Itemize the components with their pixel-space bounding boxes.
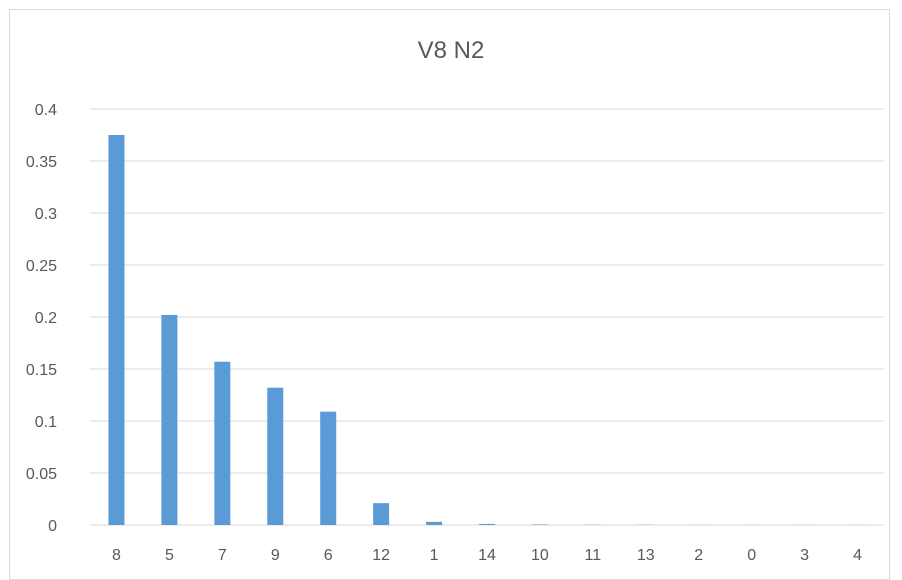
bar-1 [426, 521, 443, 525]
y-tick-label: 0.3 [35, 206, 57, 223]
y-tick-label: 0.2 [35, 310, 57, 327]
x-tick-label: 13 [637, 547, 655, 564]
x-tick-label: 0 [747, 547, 756, 564]
bar-10 [531, 524, 548, 525]
x-tick-label: 10 [531, 547, 549, 564]
x-tick-label: 7 [218, 547, 227, 564]
bar-6 [320, 411, 337, 525]
y-tick-label: 0.1 [35, 414, 57, 431]
y-tick-label: 0.15 [26, 362, 57, 379]
y-tick-label: 0.05 [26, 466, 57, 483]
x-tick-label: 12 [372, 547, 390, 564]
gridlines [90, 108, 884, 526]
y-tick-label: 0 [48, 518, 57, 535]
x-axis-tick-labels: 8 5 7 9 6 12 1 14 10 11 13 2 0 3 4 [112, 547, 862, 564]
bar-14 [479, 523, 495, 525]
x-tick-label: 6 [324, 547, 333, 564]
x-tick-label: 1 [430, 547, 439, 564]
x-tick-label: 2 [694, 547, 703, 564]
x-tick-label: 11 [585, 547, 602, 564]
x-tick-label: 14 [478, 547, 496, 564]
x-tick-label: 3 [800, 547, 809, 564]
y-tick-label: 0.4 [35, 102, 57, 119]
bar-8 [108, 135, 125, 525]
y-axis-tick-labels: 0 0.05 0.1 0.15 0.2 0.25 0.3 0.35 0.4 [26, 102, 57, 535]
chart-area [9, 9, 890, 580]
x-tick-label: 5 [165, 547, 174, 564]
chart-title: V8 N2 [417, 37, 485, 64]
x-tick-label: 4 [853, 547, 862, 564]
y-tick-label: 0.25 [26, 258, 57, 275]
bars [108, 135, 866, 525]
bar-9 [267, 387, 284, 525]
bar-5 [161, 314, 178, 525]
x-tick-label: 9 [271, 547, 280, 564]
y-tick-label: 0.35 [26, 154, 57, 171]
x-tick-label: 8 [112, 547, 121, 564]
bar-12 [373, 503, 390, 525]
bar-7 [214, 361, 231, 525]
